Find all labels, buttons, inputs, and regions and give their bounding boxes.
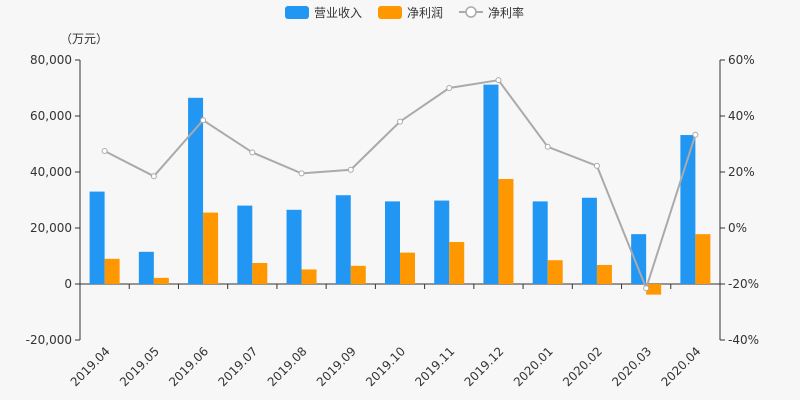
bar-net-profit <box>301 269 317 284</box>
net-margin-point <box>643 285 650 292</box>
x-tick-label: 2019.12 <box>462 344 507 389</box>
bar-net-profit <box>547 260 563 284</box>
legend-label: 营业收入 <box>314 6 362 20</box>
x-axis-labels: 2019.04 2019.05 2019.06 2019.07 2019.08 2019.… <box>68 344 704 389</box>
net-margin-point <box>593 162 600 169</box>
net-margin-point <box>692 131 699 138</box>
bar-net-profit <box>153 277 169 284</box>
x-tick-label: 2020.04 <box>659 344 704 389</box>
bar-net-profit <box>596 264 612 284</box>
bar-revenue <box>385 201 400 284</box>
x-tick-label: 2019.04 <box>68 344 113 389</box>
left-tick-label: 60,000 <box>30 109 72 123</box>
left-tick-label: 40,000 <box>30 165 72 179</box>
bar-revenue <box>188 97 204 284</box>
right-tick-label: 0% <box>728 221 747 235</box>
net-margin-point <box>347 166 354 173</box>
net-margin-point <box>150 173 157 180</box>
left-tick-label: 20,000 <box>30 221 72 235</box>
x-tick-label: 2019.08 <box>265 344 310 389</box>
net-margin-point <box>298 170 305 177</box>
net-margin-point <box>249 149 256 156</box>
bar-revenue <box>483 84 499 284</box>
bars <box>89 84 711 295</box>
bar-revenue <box>631 234 647 284</box>
x-tick-label: 2019.10 <box>363 344 408 389</box>
net-margin-point <box>544 143 551 150</box>
right-tick-label: 20% <box>728 165 755 179</box>
left-tick-label: 80,000 <box>30 53 72 67</box>
bar-revenue <box>532 201 548 284</box>
right-tick-label: -20% <box>728 277 759 291</box>
left-tick-label: 0 <box>64 277 72 291</box>
net-margin-point <box>495 77 502 84</box>
bar-revenue <box>581 197 597 284</box>
bar-revenue <box>286 209 302 284</box>
legend-label: 净利率 <box>488 5 524 20</box>
left-tick-label: -20,000 <box>26 333 72 347</box>
axes: -20,000 0 20,000 40,000 60,000 80,000 -40% -20%… <box>26 53 759 347</box>
legend: 营业收入 净利润 净利率 <box>285 5 524 20</box>
x-tick-label: 2020.03 <box>609 344 654 389</box>
net-margin-point <box>397 118 403 125</box>
x-tick-label: 2019.06 <box>166 344 211 389</box>
bar-net-profit <box>498 179 514 284</box>
bar-revenue <box>434 200 450 284</box>
x-tick-label: 2019.09 <box>314 344 359 389</box>
right-tick-label: 60% <box>728 53 755 67</box>
bar-revenue <box>237 205 253 284</box>
bar-net-profit <box>646 284 662 295</box>
x-tick-label: 2019.07 <box>215 344 260 389</box>
right-tick-label: -40% <box>728 333 759 347</box>
bar-net-profit <box>252 263 268 284</box>
net-margin-point <box>200 117 207 124</box>
legend-marker <box>465 6 477 18</box>
net-margin-line <box>101 77 699 292</box>
x-tick-label: 2019.11 <box>412 344 457 389</box>
legend-swatch <box>285 6 309 19</box>
right-tick-label: 40% <box>728 109 755 123</box>
y-axis-unit-label: （万元） <box>60 32 108 46</box>
bar-net-profit <box>203 212 219 284</box>
bar-net-profit <box>695 234 711 284</box>
bar-revenue <box>138 251 154 284</box>
bar-net-profit <box>400 252 415 284</box>
x-tick-label: 2019.05 <box>117 344 162 389</box>
legend-swatch <box>378 6 402 19</box>
x-tick-label: 2020.01 <box>511 344 556 389</box>
bar-net-profit <box>449 242 465 284</box>
net-margin-point <box>101 148 108 154</box>
bar-revenue <box>89 191 105 284</box>
bar-revenue <box>335 195 351 284</box>
bar-net-profit <box>350 265 366 284</box>
legend-label: 净利润 <box>407 6 443 20</box>
x-tick-label: 2020.02 <box>560 344 605 389</box>
net-margin-point <box>446 85 453 91</box>
bar-net-profit <box>104 258 120 284</box>
